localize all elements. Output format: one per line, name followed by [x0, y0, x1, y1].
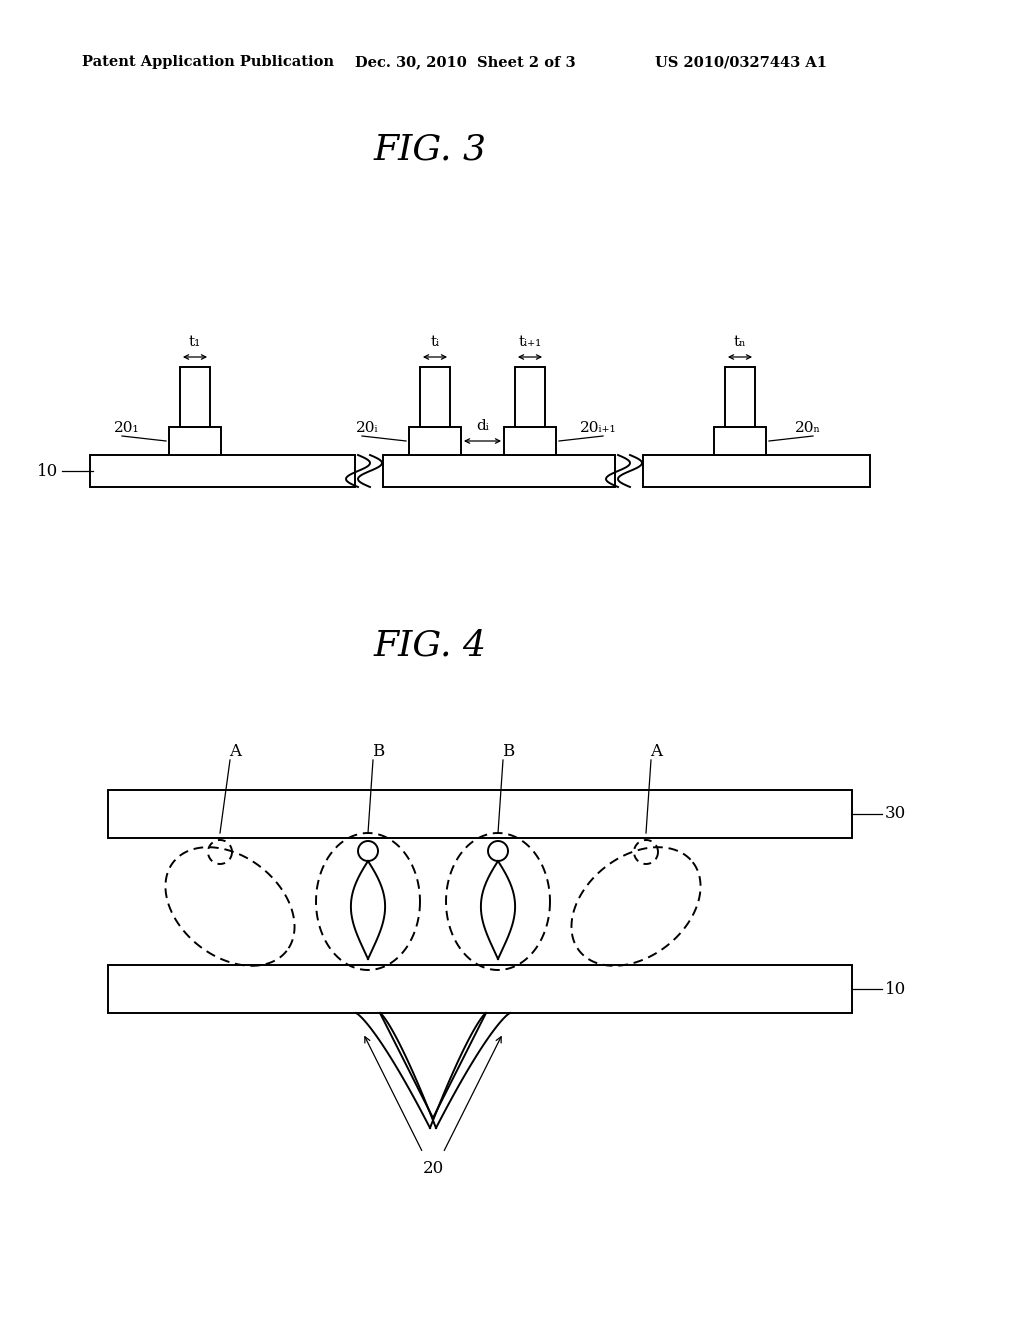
- Text: FIG. 4: FIG. 4: [374, 628, 486, 663]
- Text: tᵢ₊₁: tᵢ₊₁: [518, 335, 542, 348]
- Text: Dec. 30, 2010  Sheet 2 of 3: Dec. 30, 2010 Sheet 2 of 3: [355, 55, 575, 69]
- Bar: [504, 426, 556, 455]
- Bar: [108, 789, 852, 838]
- Text: 10: 10: [885, 981, 906, 998]
- Text: 10: 10: [37, 462, 58, 479]
- Text: 30: 30: [885, 805, 906, 822]
- Text: A: A: [650, 743, 662, 760]
- Text: US 2010/0327443 A1: US 2010/0327443 A1: [655, 55, 827, 69]
- Bar: [643, 455, 870, 487]
- Text: 20: 20: [422, 1160, 443, 1177]
- Bar: [409, 426, 461, 455]
- Text: 20ᵢ₊₁: 20ᵢ₊₁: [580, 421, 616, 436]
- Text: tᵢ: tᵢ: [430, 335, 439, 348]
- Bar: [714, 426, 766, 455]
- Text: 20₁: 20₁: [115, 421, 140, 436]
- Text: 20ᵢ: 20ᵢ: [355, 421, 378, 436]
- Text: 20ₙ: 20ₙ: [795, 421, 821, 436]
- Bar: [515, 367, 545, 426]
- Text: B: B: [372, 743, 384, 760]
- Bar: [169, 426, 221, 455]
- Text: FIG. 3: FIG. 3: [374, 133, 486, 168]
- Text: t₁: t₁: [188, 335, 201, 348]
- Bar: [108, 965, 852, 1012]
- Text: Patent Application Publication: Patent Application Publication: [82, 55, 334, 69]
- Bar: [725, 367, 755, 426]
- Text: A: A: [229, 743, 241, 760]
- Bar: [90, 455, 355, 487]
- Text: tₙ: tₙ: [733, 335, 746, 348]
- Bar: [180, 367, 210, 426]
- Text: B: B: [502, 743, 514, 760]
- Bar: [420, 367, 450, 426]
- Text: dᵢ: dᵢ: [476, 418, 488, 433]
- Bar: [383, 455, 615, 487]
